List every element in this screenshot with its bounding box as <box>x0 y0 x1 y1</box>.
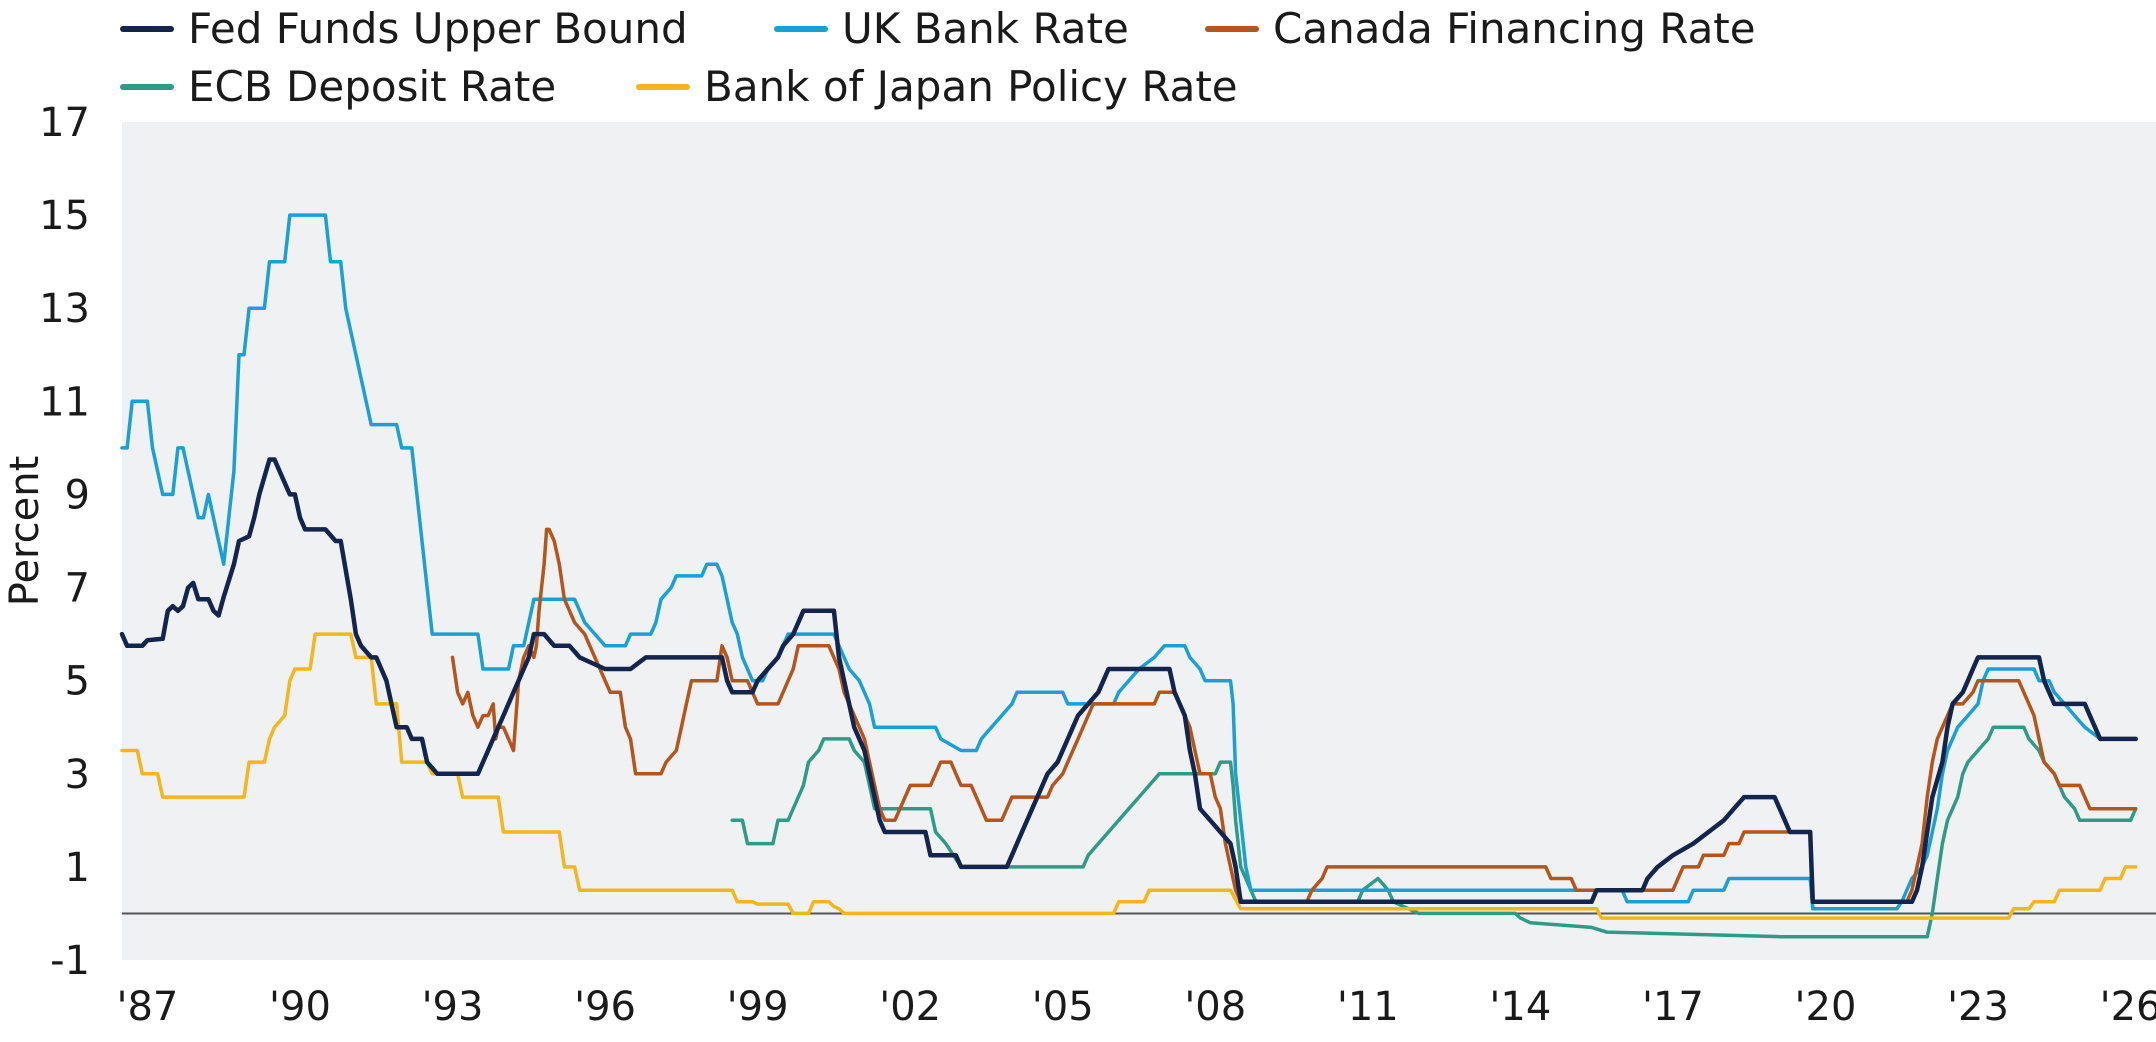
legend-swatch-fed-funds <box>120 26 174 32</box>
legend-label-boj-policy-rate: Bank of Japan Policy Rate <box>704 62 1238 111</box>
x-tick-label: '20 <box>1795 984 1857 1030</box>
y-axis-title: Percent <box>2 456 48 607</box>
x-tick-label: '17 <box>1642 984 1704 1030</box>
y-tick-label: 3 <box>65 752 90 798</box>
legend-swatch-boj-policy-rate <box>636 84 690 90</box>
legend-swatch-uk-bank-rate <box>774 26 828 32</box>
x-tick-label: '23 <box>1947 984 2009 1030</box>
y-tick-label: 5 <box>65 659 90 705</box>
legend-swatch-canada-financing-rate <box>1205 26 1259 32</box>
legend-item-ecb-deposit-rate: ECB Deposit Rate <box>120 62 556 112</box>
x-tick-label: '05 <box>1032 984 1094 1030</box>
y-tick-label: 7 <box>65 566 90 612</box>
x-tick-label: '87 <box>116 984 178 1030</box>
legend-label-canada-financing-rate: Canada Financing Rate <box>1273 4 1756 53</box>
y-tick-label: 17 <box>39 100 90 146</box>
x-tick-label: '14 <box>1489 984 1551 1030</box>
series-line-ecb-deposit-rate <box>730 725 2138 939</box>
y-tick-label: -1 <box>50 938 90 984</box>
x-tick-label: '08 <box>1184 984 1246 1030</box>
plot-area <box>122 122 2156 960</box>
legend-item-fed-funds: Fed Funds Upper Bound <box>120 4 688 54</box>
x-axis-ticks: '87 '90 '93 '96 '99 '02 '05 '08 '11 '14 '17 '20 '23 '… <box>116 984 2156 1030</box>
legend-item-boj-policy-rate: Bank of Japan Policy Rate <box>636 62 1238 112</box>
legend-item-canada-financing-rate: Canada Financing Rate <box>1205 4 1756 54</box>
legend-label-fed-funds: Fed Funds Upper Bound <box>188 4 688 53</box>
legend-label-ecb-deposit-rate: ECB Deposit Rate <box>188 62 557 111</box>
x-tick-label: '02 <box>879 984 941 1030</box>
y-tick-label: 15 <box>39 193 90 239</box>
y-tick-label: 13 <box>39 286 90 332</box>
y-tick-label: 1 <box>65 845 90 891</box>
series-line-bank-of-japan-policy-rate <box>120 632 2138 920</box>
series-line-fed-funds-upper-bound <box>119 457 2138 905</box>
legend: Fed Funds Upper Bound UK Bank Rate Canad… <box>0 0 2156 120</box>
y-tick-label: 11 <box>39 379 90 425</box>
x-tick-label: '90 <box>269 984 331 1030</box>
y-tick-label: 9 <box>65 472 90 518</box>
legend-item-uk-bank-rate: UK Bank Rate <box>774 4 1129 54</box>
legend-swatch-ecb-deposit-rate <box>120 84 174 90</box>
x-tick-label: '96 <box>574 984 636 1030</box>
x-tick-label: '11 <box>1337 984 1399 1030</box>
x-tick-label: '26 <box>2100 984 2156 1030</box>
series-lines <box>119 213 2138 939</box>
x-tick-label: '93 <box>422 984 484 1030</box>
x-tick-label: '99 <box>727 984 789 1030</box>
series-line-uk-bank-rate <box>120 213 2102 911</box>
legend-label-uk-bank-rate: UK Bank Rate <box>842 4 1129 53</box>
